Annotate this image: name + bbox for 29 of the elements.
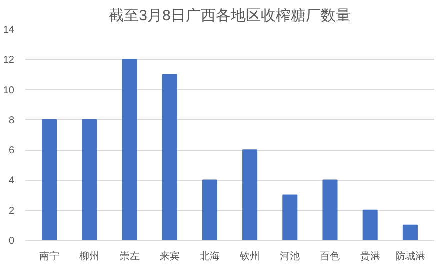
x-tick-label: 百色 — [320, 250, 340, 262]
x-tick-label: 崇左 — [120, 250, 140, 262]
y-tick-label: 6 — [8, 146, 15, 157]
chart-title: 截至3月8日广西各地区收榨糖厂数量 — [109, 8, 351, 24]
bar — [42, 119, 58, 240]
x-tick-label: 河池 — [280, 250, 300, 262]
bar — [402, 224, 418, 240]
bar — [282, 194, 298, 240]
y-tick-label: 4 — [8, 176, 15, 187]
x-tick-label: 北海 — [200, 250, 220, 262]
bar — [162, 74, 178, 240]
y-tick-label: 12 — [3, 55, 15, 66]
y-tick-label: 10 — [3, 85, 15, 96]
y-tick-label: 8 — [8, 115, 15, 126]
bar — [242, 150, 258, 240]
x-tick-label: 钦州 — [239, 250, 260, 262]
y-tick-label: 14 — [3, 25, 15, 36]
bar — [122, 59, 138, 240]
x-tick-label: 贵港 — [360, 250, 380, 262]
bar — [362, 210, 378, 240]
x-tick-label: 来宾 — [160, 250, 180, 262]
x-tick-label: 南宁 — [40, 250, 60, 262]
bar — [202, 180, 218, 240]
x-tick-label: 柳州 — [80, 250, 100, 262]
y-tick-label: 2 — [8, 206, 15, 217]
x-tick-label: 防城港 — [395, 250, 426, 262]
bar — [82, 119, 98, 240]
y-tick-label: 0 — [8, 236, 15, 247]
bar — [322, 180, 338, 240]
